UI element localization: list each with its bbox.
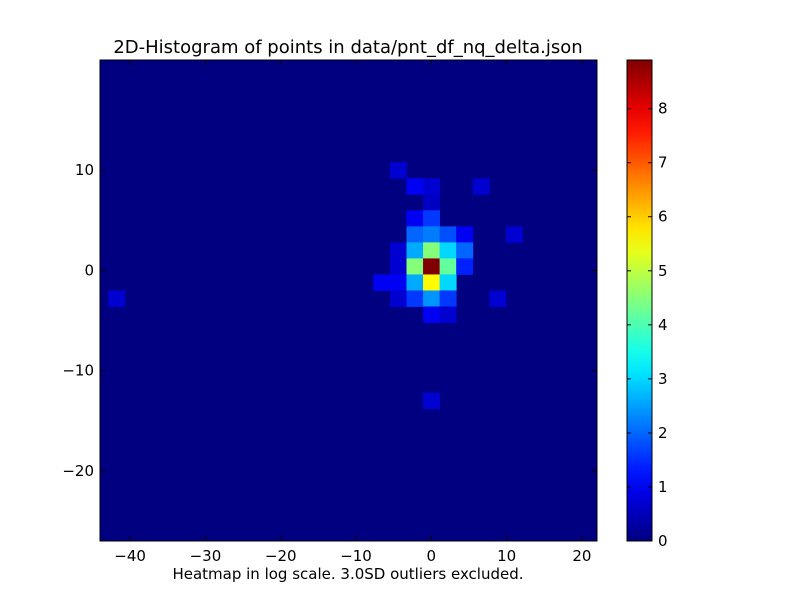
heatmap-cell	[439, 258, 457, 275]
x-tick-label: 0	[427, 547, 437, 565]
heatmap-cell	[389, 290, 407, 307]
chart-title: 2D-Histogram of points in data/pnt_df_nq…	[113, 37, 582, 58]
heatmap-cell	[456, 226, 474, 243]
heatmap-cell	[389, 274, 407, 291]
heatmap-cell	[423, 274, 441, 291]
heatmap-cell	[423, 306, 441, 323]
x-tick-label: 20	[572, 547, 591, 565]
heatmap-cell	[406, 274, 424, 291]
heatmap-cell	[406, 178, 424, 195]
x-tick-label: 10	[497, 547, 516, 565]
heatmap-cell	[406, 242, 424, 259]
plot-area	[99, 59, 598, 542]
colorbar-tick-label: 1	[658, 478, 668, 496]
x-tick-label: −30	[190, 547, 222, 565]
heatmap-cells	[108, 162, 523, 410]
heatmap-cell	[406, 258, 424, 275]
heatmap-cell	[456, 242, 474, 259]
heatmap-cell	[489, 290, 507, 307]
x-tick-label: −40	[114, 547, 146, 565]
colorbar-frame	[626, 59, 653, 542]
colorbar-gradient	[627, 60, 652, 541]
heatmap-cell	[423, 258, 441, 275]
x-tick-label: −20	[265, 547, 297, 565]
y-tick-label: −10	[62, 362, 94, 380]
heatmap-cell	[423, 210, 441, 227]
heatmap-cell	[423, 242, 441, 259]
heatmap-cell	[423, 194, 441, 211]
plot-frame	[99, 59, 598, 542]
colorbar-tick-label: 3	[658, 370, 668, 388]
colorbar-ticks: 0 1 2 3 4 5 6 7 8	[627, 100, 668, 550]
y-tick-label: 0	[84, 261, 94, 279]
colorbar-tick-label: 6	[658, 208, 668, 226]
plot-background	[100, 60, 597, 541]
heatmap-cell	[423, 178, 441, 195]
y-tick-label: −20	[62, 462, 94, 480]
heatmap-cell	[505, 226, 523, 243]
heatmap-cell	[456, 258, 474, 275]
heatmap-cell	[389, 242, 407, 259]
heatmap-cell	[439, 274, 457, 291]
colorbar-tick-label: 7	[658, 154, 668, 172]
colorbar-tick-label: 0	[658, 532, 668, 550]
heatmap-cell	[439, 242, 457, 259]
x-axis-label: Heatmap in log scale. 3.0SD outliers exc…	[172, 565, 523, 583]
x-axis: −40 −30 −20 −10 0 10 20	[114, 60, 591, 565]
heatmap-cell	[439, 306, 457, 323]
x-tick-label: −10	[340, 547, 372, 565]
heatmap-cell	[108, 290, 126, 307]
heatmap-cell	[406, 226, 424, 243]
heatmap-cell	[406, 290, 424, 307]
heatmap-cell	[373, 274, 391, 291]
heatmap-cell	[389, 162, 407, 179]
heatmap-cell	[472, 178, 490, 195]
heatmap-cell	[423, 290, 441, 307]
colorbar-tick-label: 2	[658, 424, 668, 442]
colorbar-tick-label: 5	[658, 262, 668, 280]
colorbar: 0 1 2 3 4 5 6 7 8	[626, 59, 668, 550]
heatmap-cell	[439, 226, 457, 243]
heatmap-cell	[406, 210, 424, 227]
heatmap-cell	[439, 290, 457, 307]
colorbar-tick-label: 8	[658, 100, 668, 118]
heatmap-cell	[423, 392, 441, 410]
y-axis: −20 −10 0 10	[62, 161, 597, 480]
heatmap-cell	[423, 226, 441, 243]
colorbar-tick-label: 4	[658, 316, 668, 334]
heatmap-cell	[389, 258, 407, 275]
y-tick-label: 10	[75, 161, 94, 179]
